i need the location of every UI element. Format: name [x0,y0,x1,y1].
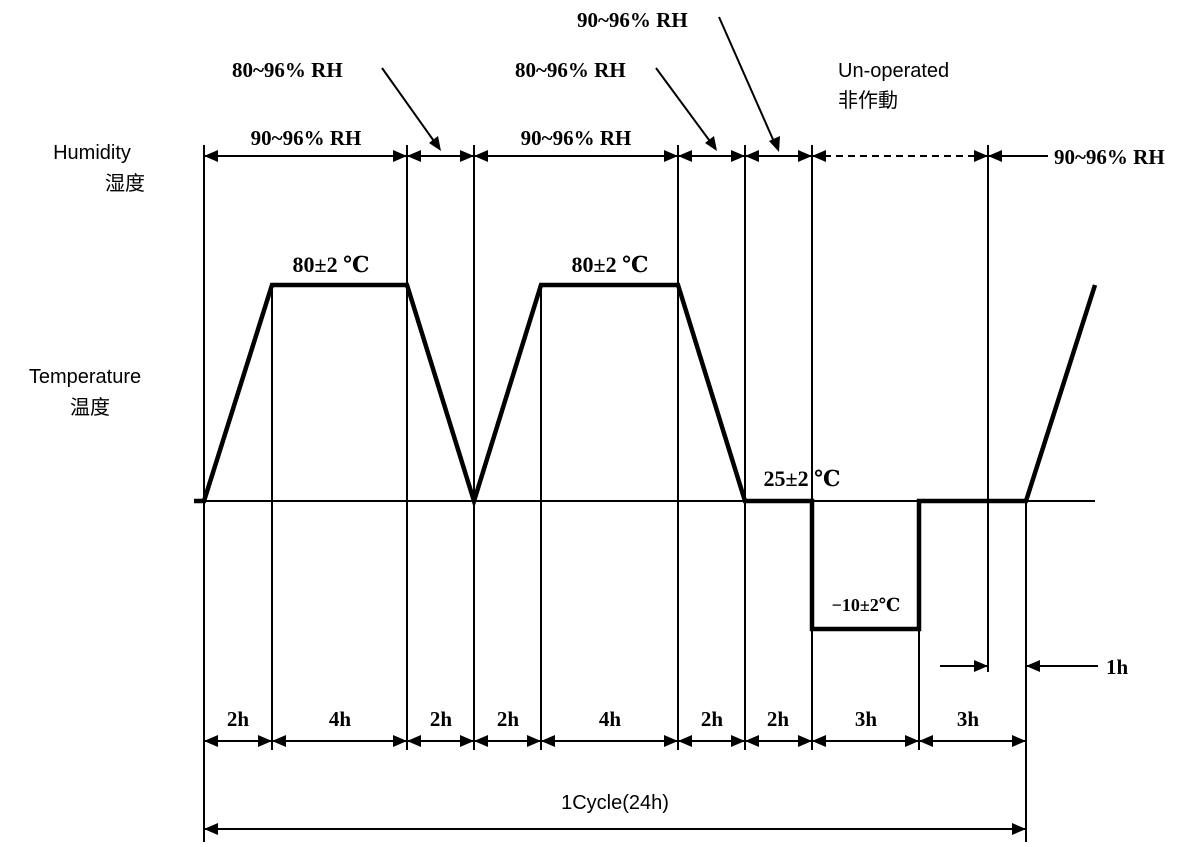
humidity-label: Humidity [53,142,131,164]
duration-label: 3h [957,707,980,731]
duration-label: 4h [599,707,622,731]
humidity-transition-1-label: 80~96% RH [232,58,343,82]
humidity-leader-arrows [381,16,780,152]
duration-label: 2h [430,707,453,731]
humidity-transition-3-label: 90~96% RH [577,8,688,32]
unoperated-label: Un-operated [838,60,949,82]
temperature-high-2-label: 80±2 ℃ [572,252,649,277]
offset-label: 1h [1106,655,1129,679]
duration-label: 4h [329,707,352,731]
duration-arrow-row [204,735,1026,747]
temperature-label: Temperature [29,366,141,388]
cycle-indicator [204,823,1026,835]
humidity-final-label: 90~96% RH [1054,145,1165,169]
duration-label: 2h [497,707,520,731]
temperature-room-label: 25±2 ℃ [764,466,841,491]
duration-label: 3h [855,707,878,731]
temperature-label-cn: 温度 [70,396,110,419]
temperature-profile [194,282,1098,632]
temperature-high-1-label: 80±2 ℃ [293,252,370,277]
humidity-label-cn: 湿度 [105,172,145,195]
cycle-label: 1Cycle(24h) [561,792,669,814]
duration-label: 2h [227,707,250,731]
unoperated-label-cn: 非作動 [838,89,898,112]
humidity-segment-1-label: 90~96% RH [251,126,362,150]
vertical-gridlines [203,145,1027,842]
temperature-low-label: −10±2℃ [832,595,901,615]
offset-indicator [940,660,1098,672]
humidity-transition-2-label: 80~96% RH [515,58,626,82]
humidity-arrow-row [204,150,1048,162]
duration-label: 2h [701,707,724,731]
humidity-segment-2-label: 90~96% RH [521,126,632,150]
duration-label: 2h [767,707,790,731]
